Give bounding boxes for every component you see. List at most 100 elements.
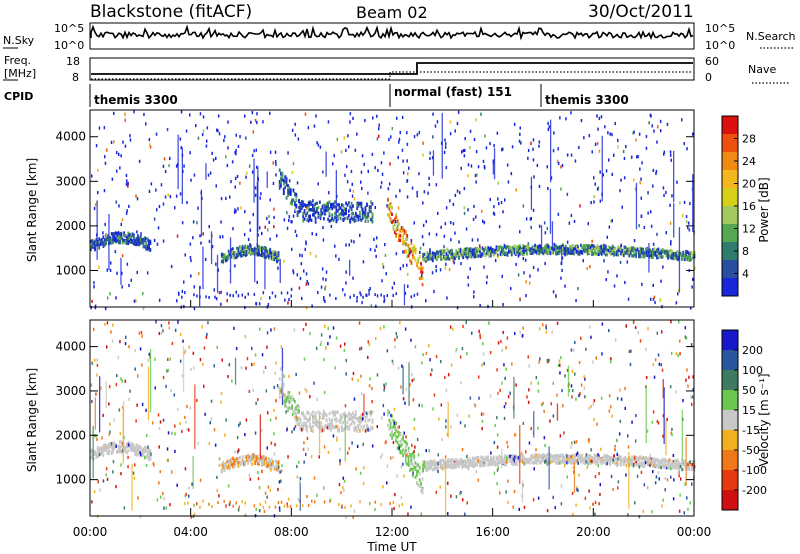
velocity-echo-cell-2202	[225, 418, 227, 422]
power-echo-cell-1682	[690, 257, 693, 261]
power-echo-cell-1365	[592, 252, 595, 256]
velocity-echo-cell-979	[466, 465, 469, 469]
power-echo-cell-2113	[483, 221, 486, 225]
velocity-echo-cell-2209	[167, 357, 169, 361]
power-echo-cell-2257	[497, 181, 499, 185]
power-echo-cell-1300	[571, 245, 574, 249]
power-echo-cell-1206	[544, 249, 546, 253]
power-echo-cell-222	[227, 249, 230, 254]
power-echo-cell-792	[417, 266, 420, 270]
power-echo-cell-159	[137, 242, 139, 246]
power-echo-cell-245	[236, 246, 238, 251]
power-echo-cell-1773	[235, 148, 237, 153]
power-echo-streak-4	[540, 225, 543, 250]
power-echo-cell-1474	[625, 246, 628, 251]
velocity-echo-cell-483	[303, 421, 306, 425]
power-echo-cell-434	[289, 201, 292, 205]
power-echo-cell-1574	[657, 252, 660, 256]
velocity-echo-cell-1778	[589, 325, 591, 329]
power-echo-cell-2424	[522, 257, 525, 261]
power-echo-cell-2129	[682, 214, 684, 218]
velocity-echo-cell-257	[234, 463, 237, 467]
power-echo-cell-537	[323, 205, 325, 209]
power-echo-cell-166	[138, 237, 141, 241]
power-echo-cell-1325	[580, 243, 582, 248]
power-echo-cell-2138	[370, 304, 373, 308]
power-echo-cell-1932	[687, 225, 689, 230]
velocity-echo-cell-2073	[376, 373, 379, 377]
power-echo-cell-1661	[683, 254, 686, 259]
velocity-echo-cell-1608	[660, 465, 663, 470]
velocity-echo-cell-1532	[638, 462, 640, 467]
velocity-echo-cell-2147	[121, 379, 123, 383]
power-echo-cell-2399	[105, 233, 108, 237]
power-echo-cell-2282	[196, 221, 198, 225]
velocity-echo-cell-2192	[108, 432, 111, 436]
power-echo-cell-2234	[309, 252, 312, 256]
power-echo-cell-2480	[306, 279, 308, 284]
velocity-echo-cell-514	[313, 421, 316, 425]
power-echo-cell-1435	[613, 253, 615, 257]
velocity-echo-cell-1339	[577, 457, 579, 461]
power-echo-cell-2575	[406, 263, 408, 267]
power-echo-cell-809	[422, 255, 424, 260]
power-echo-cell-118	[126, 235, 128, 240]
power-clutter-cell-2600	[208, 296, 210, 299]
power-echo-cell-46	[103, 238, 106, 242]
power-echo-cell-2200	[650, 210, 652, 214]
velocity-echo-cell-295	[248, 458, 251, 462]
power-echo-cell-952	[466, 248, 469, 252]
power-echo-cell-1801	[683, 142, 685, 146]
velocity-echo-cell-1256	[553, 458, 556, 463]
velocity-echo-cell-558	[328, 411, 331, 416]
velocity-echo-cell-1700	[688, 464, 690, 469]
power-echo-cell-1161	[528, 247, 531, 251]
power-echo-cell-1257	[560, 246, 563, 250]
power-echo-cell-2544	[180, 146, 182, 150]
velocity-echo-cell-2260	[441, 437, 443, 442]
power-echo-cell-1515	[639, 253, 642, 257]
power-echo-cell-1967	[504, 198, 506, 202]
velocity-echo-cell-685	[368, 411, 371, 415]
velocity-echo-cell-1792	[245, 366, 247, 370]
velocity-echo-cell-1860	[139, 515, 142, 519]
power-echo-cell-764	[407, 249, 410, 253]
power-echo-cell-1093	[509, 246, 512, 250]
velocity-echo-cell-453	[296, 404, 299, 408]
power-echo-cell-633	[353, 217, 356, 222]
power-echo-cell-289	[249, 244, 252, 248]
velocity-echo-cell-1963	[681, 468, 683, 472]
velocity-echo-cell-2255	[493, 440, 496, 445]
power-echo-cell-1930	[109, 292, 111, 296]
power-echo-cell-916	[456, 251, 459, 255]
velocity-echo-cell-2231	[590, 448, 592, 452]
velocity-echo-cell-911	[448, 459, 451, 464]
power-echo-cell-2177	[485, 281, 488, 285]
velocity-echo-cell-1927	[634, 439, 637, 443]
velocity-echo-cell-616	[346, 414, 349, 418]
velocity-echo-cell-421	[287, 398, 289, 402]
velocity-echo-cell-2152	[455, 495, 458, 499]
velocity-echo-cell-2263	[482, 412, 485, 416]
power-echo-cell-1284	[567, 251, 570, 255]
power-echo-cell-1448	[617, 245, 620, 249]
power-echo-cell-2248	[258, 302, 261, 306]
power-echo-cell-1841	[623, 156, 626, 161]
power-echo-cell-1226	[549, 251, 552, 255]
power-echo-cell-2433	[239, 252, 242, 256]
power-echo-cell-599	[342, 204, 345, 208]
power-echo-cell-2490	[277, 266, 279, 270]
power-echo-cell-1382	[598, 252, 600, 256]
velocity-echo-cell-1878	[447, 373, 450, 377]
velocity-echo-cell-1111	[506, 455, 509, 460]
velocity-echo-cell-598	[339, 416, 342, 421]
power-echo-cell-299	[252, 252, 255, 256]
power-echo-cell-43	[102, 244, 105, 248]
power-echo-cell-2291	[538, 144, 540, 148]
power-echo-cell-1566	[654, 253, 657, 257]
velocity-echo-cell-173	[142, 447, 145, 451]
power-echo-cell-771	[410, 241, 413, 246]
power-echo-cell-463	[299, 205, 302, 210]
velocity-echo-cell-49	[108, 445, 110, 450]
power-echo-cell-2148	[350, 239, 353, 243]
